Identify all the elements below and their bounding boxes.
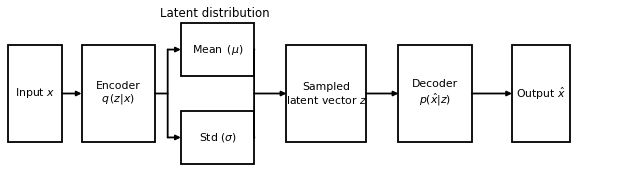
Bar (181, 23, 255, 76)
Bar (8, 45, 63, 142)
Text: Mean $\,(\mu)$: Mean $\,(\mu)$ (192, 43, 243, 56)
Bar (82, 45, 155, 142)
Text: Decoder
$p(\hat{x}|z)$: Decoder $p(\hat{x}|z)$ (412, 79, 458, 108)
Bar (181, 111, 255, 164)
Text: Sampled
latent vector $z$: Sampled latent vector $z$ (286, 82, 367, 105)
Text: Input $x$: Input $x$ (15, 87, 55, 100)
Text: Std $(\sigma)$: Std $(\sigma)$ (198, 131, 237, 144)
Text: Output $\hat{x}$: Output $\hat{x}$ (516, 85, 566, 102)
Text: Encoder
$q\,(z|x)$: Encoder $q\,(z|x)$ (96, 81, 141, 106)
Bar (398, 45, 472, 142)
Bar (287, 45, 366, 142)
Text: Latent distribution: Latent distribution (159, 7, 269, 21)
Bar (512, 45, 570, 142)
